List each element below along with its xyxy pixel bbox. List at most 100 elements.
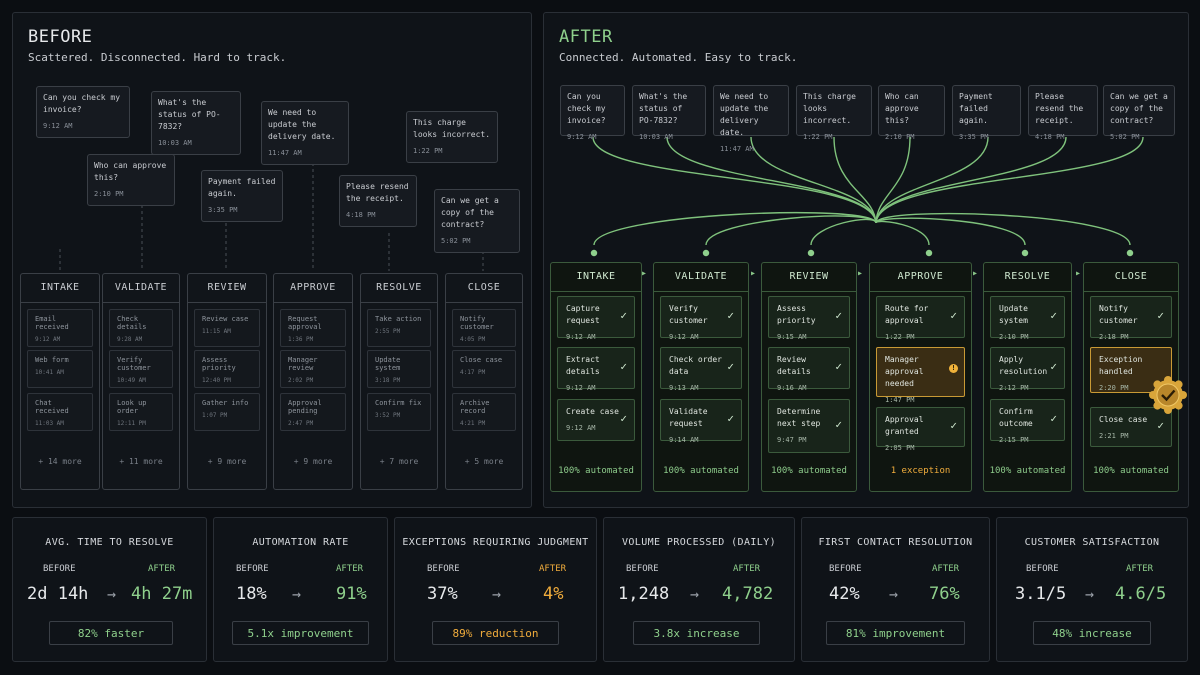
task-time: 1:47 PM [885,396,915,404]
task-card: Archive record 4:21 PM [452,393,516,431]
task-time: 10:41 AM [35,369,64,376]
before-panel: BEFORE Scattered. Disconnected. Hard to … [12,12,532,508]
task-time: 3:52 PM [375,412,401,419]
exception-card[interactable]: Manager approval needed 1:47 PM! [876,347,965,404]
task-card: Manager review 2:02 PM [280,350,346,388]
task-time: 9:13 AM [669,384,699,392]
message-text: This charge looks incorrect. [413,118,491,139]
more-count[interactable]: + 9 more [293,457,333,466]
before-stage-review: REVIEW Review case 11:15 AM Assess priori… [187,273,267,490]
flow-arrow-icon: ▸ [972,268,979,279]
check-icon: ✓ [1050,309,1057,322]
task-text: Confirm outcome [999,407,1033,428]
more-count[interactable]: + 9 more [207,457,247,466]
task-text: Look up order [117,399,147,415]
task-text: Apply resolution [999,355,1048,376]
more-count[interactable]: + 11 more [119,457,163,466]
stage-label: APPROVE [870,263,971,292]
after-stage-validate: VALIDATE Verify customer 9:12 AM ✓ Check o… [653,262,749,492]
check-icon: ✓ [950,309,957,322]
message-time: 5:02 PM [441,237,471,245]
more-count[interactable]: + 14 more [38,457,82,466]
task-text: Assess priority [777,304,816,325]
message-text: Can we get a copy of the contract? [1110,92,1168,125]
task-text: Close case [1099,415,1148,424]
before-message: Payment failed again. 3:35 PM [201,170,283,222]
message-time: 10:03 AM [158,139,192,147]
task-time: 2:12 PM [999,384,1029,392]
message-text: Can you check my invoice? [567,92,606,125]
task-text: Review case [202,315,249,323]
metric-title: FIRST CONTACT RESOLUTION [818,537,973,548]
task-text: Take action [375,315,422,323]
before-value: 1,248 [618,584,670,604]
task-time: 2:18 PM [1099,333,1129,341]
task-text: Close case [460,356,503,364]
before-stage-close: CLOSE Notify customer 4:05 PM Close case 4… [445,273,523,490]
after-label: AFTER [148,564,176,574]
check-icon: ✓ [835,309,842,322]
message-text: This charge looks incorrect. [803,92,856,125]
task-time: 4:05 PM [460,336,486,343]
message-time: 2:10 PM [885,133,915,141]
before-message: Please resend the receipt. 4:18 PM [339,175,417,227]
after-message: Can you check my invoice? 9:12 AM [560,85,625,141]
task-text: Extract details [566,355,600,376]
check-icon: ✓ [1050,360,1057,373]
flow-arrow-icon: ▸ [1075,268,1082,279]
before-label: BEFORE [427,564,460,574]
automation-status: 100% automated [771,466,847,476]
task-card: Apply resolution 2:12 PM ✓ [990,347,1065,392]
task-text: Review details [777,355,811,376]
before-value: 3.1/5 [1015,584,1067,604]
before-stage-validate: VALIDATE Check details 9:28 AM Verify cus… [102,273,180,490]
task-card: Verify customer 10:49 AM [109,350,173,388]
message-time: 4:18 PM [346,211,376,219]
before-message: Can you check my invoice? 9:12 AM [36,86,130,138]
message-time: 5:02 PM [1110,133,1140,141]
task-text: Verify customer [669,304,708,325]
message-time: 10:03 AM [639,133,673,141]
message-time: 3:35 PM [959,133,989,141]
before-message: We need to update the delivery date. 11:… [261,101,349,165]
check-icon: ✓ [1157,309,1164,322]
automation-status: 100% automated [989,466,1066,476]
task-text: Notify customer [460,315,494,331]
task-card: Review details 9:16 AM ✓ [768,347,850,392]
task-text: Capture request [566,304,600,325]
check-icon: ✓ [620,309,627,322]
task-time: 9:28 AM [117,336,143,343]
message-time: 1:22 PM [803,133,833,141]
task-time: 9:12 AM [566,333,596,341]
task-card: Assess priority 9:15 AM ✓ [768,296,850,341]
stage-label: CLOSE [1084,263,1178,292]
arrow-right-icon: → [107,585,117,603]
stage-label: REVIEW [188,274,266,303]
task-text: Assess priority [202,356,236,372]
task-card: Capture request 9:12 AM ✓ [557,296,635,341]
task-card: Verify customer 9:12 AM ✓ [660,296,742,341]
more-count[interactable]: + 7 more [379,457,419,466]
improvement-badge: 82% faster [49,621,173,645]
stage-label: INTAKE [551,263,641,292]
after-flow-connectors [590,136,1144,257]
improvement-badge: 3.8x increase [633,621,760,645]
after-message: Can we get a copy of the contract? 5:02 … [1103,85,1175,141]
message-text: We need to update the delivery date. [268,108,336,141]
after-subtitle: Connected. Automated. Easy to track. [559,51,798,64]
after-stage-intake: INTAKE Capture request 9:12 AM ✓ Extract d… [550,262,642,492]
task-time: 2:02 PM [288,377,314,384]
after-message: Payment failed again. 3:35 PM [952,85,1021,141]
task-time: 2:20 PM [1099,384,1129,392]
after-value: 4,782 [722,584,774,604]
task-text: Notify customer [1099,304,1138,325]
task-text: Check order data [669,355,722,376]
more-count[interactable]: + 5 more [464,457,504,466]
task-text: Create case [566,407,619,416]
task-text: Route for approval [885,304,929,325]
message-time: 2:10 PM [94,190,124,198]
task-card: Update system 2:10 PM ✓ [990,296,1065,341]
task-card: Check details 9:28 AM [109,309,173,347]
task-time: 9:12 AM [566,384,596,392]
arrow-right-icon: → [492,585,502,603]
